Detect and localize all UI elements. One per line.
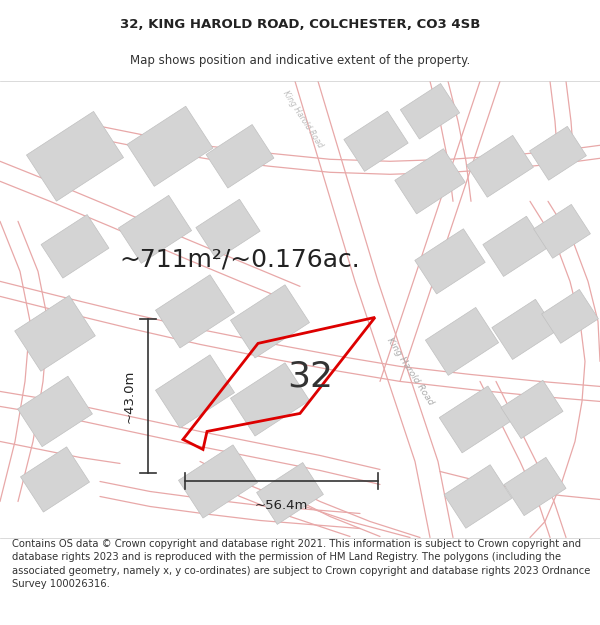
- Text: Contains OS data © Crown copyright and database right 2021. This information is : Contains OS data © Crown copyright and d…: [12, 539, 590, 589]
- Polygon shape: [155, 355, 235, 428]
- Polygon shape: [206, 124, 274, 188]
- Text: ~43.0m: ~43.0m: [123, 370, 136, 423]
- Polygon shape: [542, 289, 598, 343]
- Polygon shape: [257, 462, 323, 524]
- Polygon shape: [501, 380, 563, 439]
- Polygon shape: [17, 376, 92, 447]
- Polygon shape: [425, 308, 499, 376]
- Polygon shape: [127, 106, 213, 186]
- Polygon shape: [20, 447, 89, 512]
- Text: ~711m²/~0.176ac.: ~711m²/~0.176ac.: [119, 248, 361, 271]
- Text: King Harold Road: King Harold Road: [385, 336, 435, 407]
- Polygon shape: [415, 229, 485, 294]
- Polygon shape: [483, 216, 547, 276]
- Polygon shape: [492, 299, 556, 359]
- Polygon shape: [230, 285, 310, 358]
- Text: ~56.4m: ~56.4m: [255, 499, 308, 512]
- Polygon shape: [504, 458, 566, 516]
- Polygon shape: [395, 149, 465, 214]
- Text: King Harold Road: King Harold Road: [281, 89, 325, 149]
- Polygon shape: [26, 111, 124, 201]
- Polygon shape: [400, 84, 460, 139]
- Polygon shape: [467, 136, 533, 198]
- Polygon shape: [530, 126, 586, 180]
- Polygon shape: [344, 111, 408, 171]
- Polygon shape: [14, 296, 95, 371]
- Text: Map shows position and indicative extent of the property.: Map shows position and indicative extent…: [130, 54, 470, 68]
- Polygon shape: [41, 214, 109, 278]
- Polygon shape: [196, 199, 260, 259]
- Polygon shape: [155, 275, 235, 348]
- Polygon shape: [444, 465, 512, 528]
- Polygon shape: [118, 196, 191, 263]
- Polygon shape: [178, 445, 257, 518]
- Text: 32: 32: [287, 359, 333, 393]
- Text: 32, KING HAROLD ROAD, COLCHESTER, CO3 4SB: 32, KING HAROLD ROAD, COLCHESTER, CO3 4S…: [120, 18, 480, 31]
- Polygon shape: [230, 363, 310, 436]
- Polygon shape: [533, 204, 590, 258]
- Polygon shape: [439, 386, 511, 453]
